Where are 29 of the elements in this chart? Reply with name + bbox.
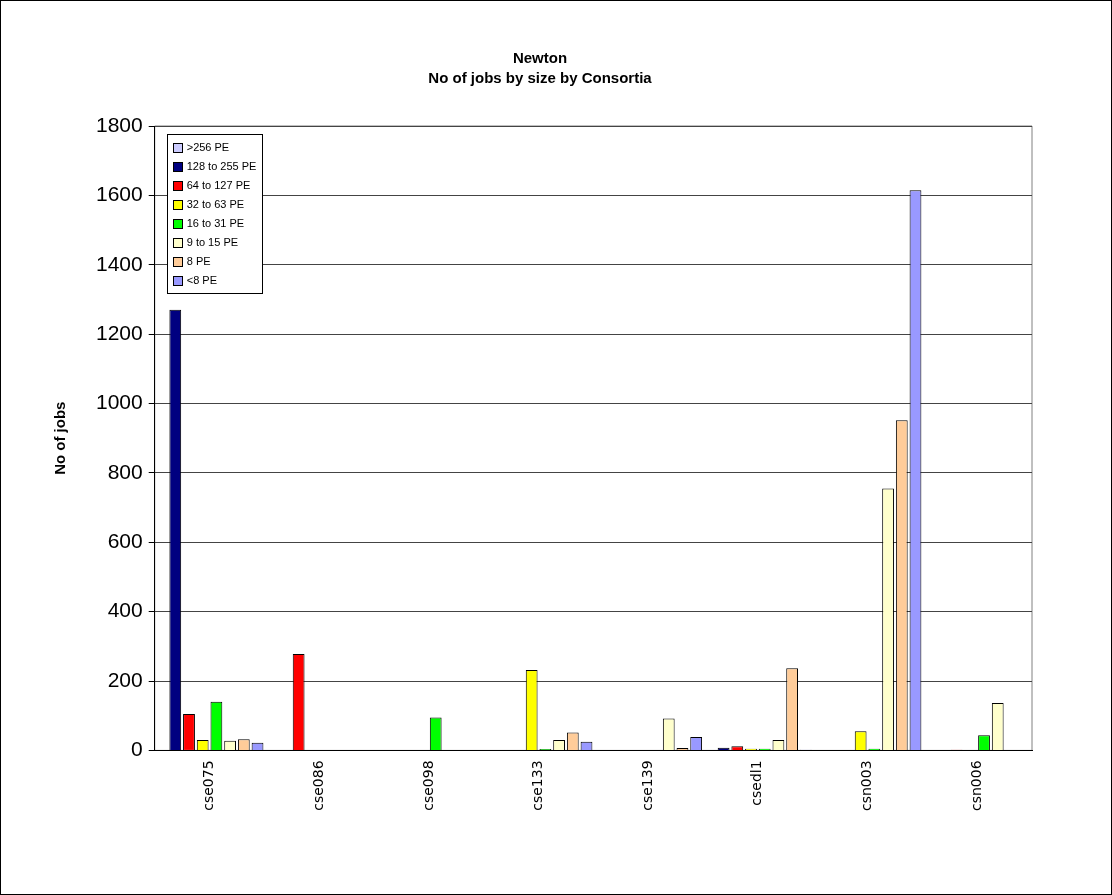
y-tick-label: 1600 [96, 182, 143, 206]
legend-label: 8 PE [186, 254, 211, 269]
y-tick-label: 400 [107, 598, 143, 622]
x-tick-label: csn003 [858, 760, 875, 812]
y-axis-title: No of jobs [51, 401, 69, 475]
y-tick-label: 1200 [96, 320, 143, 344]
legend-label: >256 PE [186, 140, 230, 155]
y-tick-label: 1000 [96, 390, 143, 414]
y-tick-label: 1800 [96, 112, 143, 136]
legend-label: 16 to 31 PE [186, 216, 245, 231]
x-tick-label: cse075 [200, 760, 217, 811]
legend-label: 9 to 15 PE [186, 235, 239, 250]
x-tick-label: cse139 [638, 760, 655, 811]
x-tick-label: cse086 [309, 760, 326, 811]
chart-title: Newton [512, 49, 568, 67]
x-tick-label: csn006 [967, 760, 984, 812]
y-tick-label: 1400 [96, 251, 143, 275]
x-tick-label: csedl1 [748, 760, 765, 806]
legend-label: 32 to 63 PE [186, 197, 245, 212]
x-tick-label: cse098 [419, 760, 436, 811]
legend-label: 64 to 127 PE [186, 178, 251, 193]
y-tick-label: 800 [107, 459, 143, 483]
y-tick-label: 600 [107, 529, 143, 553]
y-tick-label: 200 [107, 667, 143, 691]
y-tick-label: 0 [131, 737, 143, 761]
chart-subtitle: No of jobs by size by Consortia [428, 69, 653, 87]
x-tick-label: cse133 [529, 760, 546, 811]
legend-label: <8 PE [186, 273, 217, 288]
legend-label: 128 to 255 PE [186, 159, 257, 174]
